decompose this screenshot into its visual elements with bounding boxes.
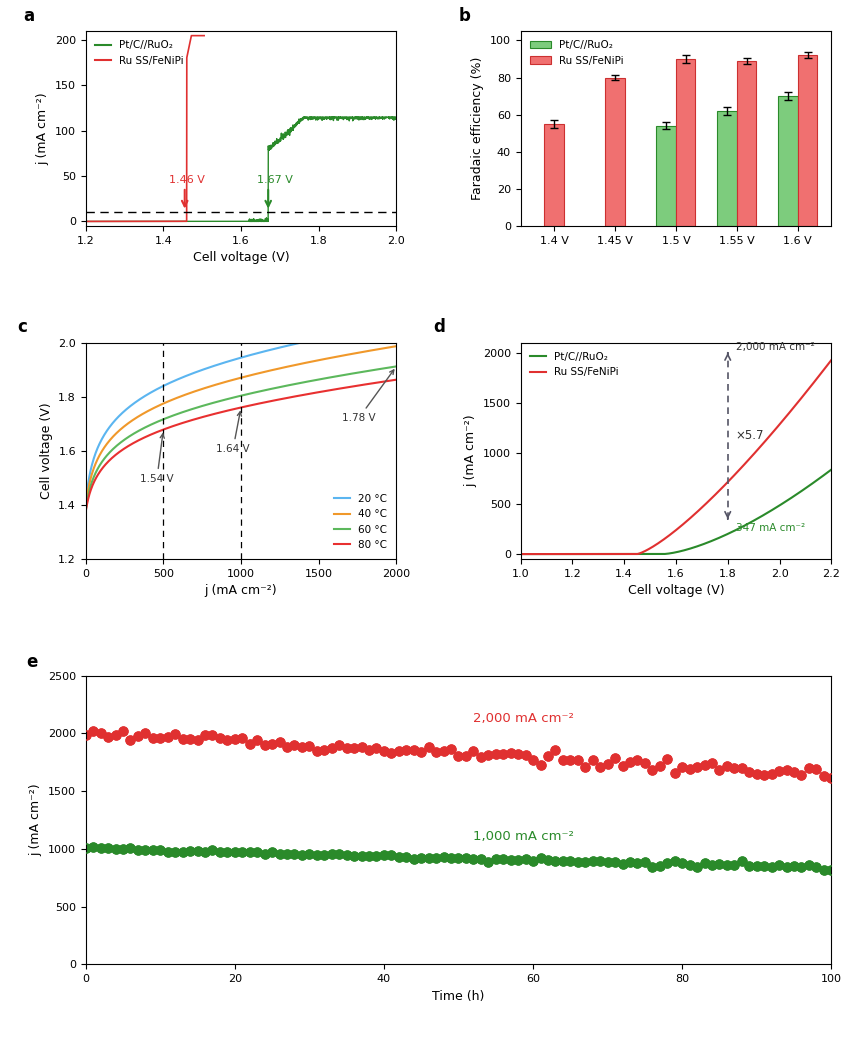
Legend: 20 °C, 40 °C, 60 °C, 80 °C: 20 °C, 40 °C, 60 °C, 80 °C [330,489,391,554]
Text: 2,000 mA cm⁻²: 2,000 mA cm⁻² [735,341,814,352]
Y-axis label: j (mA cm⁻²): j (mA cm⁻²) [29,784,42,857]
Text: 1.46 V: 1.46 V [169,175,205,186]
Text: 1.78 V: 1.78 V [342,370,394,423]
Y-axis label: j (mA cm⁻²): j (mA cm⁻²) [36,92,50,165]
Bar [737,61,757,226]
Text: 1.67 V: 1.67 V [256,175,292,186]
Bar [544,123,564,226]
Text: 1.64 V: 1.64 V [216,412,249,454]
Text: a: a [23,7,34,25]
Bar [605,78,625,226]
Legend: Pt/C//RuO₂, Ru SS/FeNiPi: Pt/C//RuO₂, Ru SS/FeNiPi [91,36,188,69]
Legend: Pt/C//RuO₂, Ru SS/FeNiPi: Pt/C//RuO₂, Ru SS/FeNiPi [526,347,623,382]
Y-axis label: Faradaic efficiency (%): Faradaic efficiency (%) [471,57,484,200]
Text: 1,000 mA cm⁻²: 1,000 mA cm⁻² [473,830,574,843]
X-axis label: Time (h): Time (h) [432,989,485,1003]
Y-axis label: Cell voltage (V): Cell voltage (V) [39,402,52,499]
Y-axis label: j (mA cm⁻²): j (mA cm⁻²) [464,415,477,487]
Text: 347 mA cm⁻²: 347 mA cm⁻² [735,524,805,533]
X-axis label: Cell voltage (V): Cell voltage (V) [193,251,290,264]
Text: e: e [26,653,38,671]
Legend: Pt/C//RuO₂, Ru SS/FeNiPi: Pt/C//RuO₂, Ru SS/FeNiPi [526,36,628,69]
Text: 2,000 mA cm⁻²: 2,000 mA cm⁻² [473,712,574,725]
Text: c: c [17,317,27,336]
Text: ×5.7: ×5.7 [735,429,764,442]
Bar [798,55,818,226]
Text: d: d [434,317,446,336]
Bar [656,125,676,226]
Text: b: b [458,7,470,25]
Bar [717,111,737,226]
X-axis label: j (mA cm⁻²): j (mA cm⁻²) [205,585,278,597]
Text: 1.54 V: 1.54 V [140,433,174,484]
Bar [676,59,695,226]
Bar [778,96,798,226]
X-axis label: Cell voltage (V): Cell voltage (V) [627,585,724,597]
